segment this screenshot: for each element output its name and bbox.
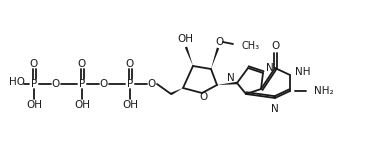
Polygon shape: [170, 88, 183, 95]
Polygon shape: [217, 82, 237, 85]
Text: OH: OH: [26, 100, 42, 110]
Text: O: O: [148, 79, 156, 89]
Polygon shape: [185, 47, 193, 66]
Text: OH: OH: [74, 100, 90, 110]
Text: N: N: [271, 104, 279, 114]
Text: P: P: [31, 79, 37, 89]
Text: CH₃: CH₃: [241, 41, 259, 51]
Text: O: O: [30, 59, 38, 69]
Text: N: N: [227, 73, 235, 83]
Text: O: O: [52, 79, 60, 89]
Text: O: O: [100, 79, 108, 89]
Text: NH₂: NH₂: [314, 86, 333, 96]
Text: O: O: [126, 59, 134, 69]
Text: P: P: [79, 79, 85, 89]
Text: O: O: [199, 92, 207, 102]
Text: O: O: [78, 59, 86, 69]
Text: NH: NH: [295, 67, 310, 77]
Polygon shape: [211, 48, 219, 69]
Text: P: P: [127, 79, 133, 89]
Text: N: N: [266, 63, 274, 73]
Text: O: O: [216, 37, 224, 47]
Text: OH: OH: [177, 34, 193, 44]
Text: O: O: [271, 41, 279, 51]
Text: OH: OH: [122, 100, 138, 110]
Text: HO: HO: [9, 77, 25, 87]
